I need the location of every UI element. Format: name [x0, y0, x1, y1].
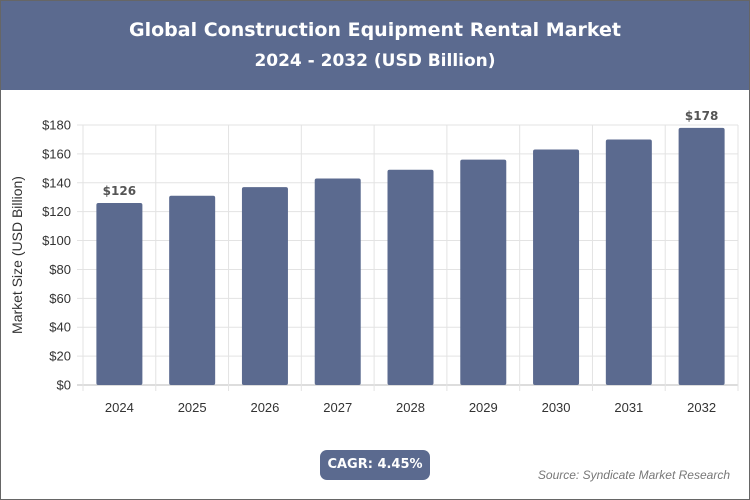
bar-2032: [678, 127, 725, 385]
bar-2025: [169, 195, 216, 385]
x-tick-label: 2025: [178, 400, 207, 415]
y-tick-label: $120: [42, 204, 71, 219]
y-tick-label: $0: [57, 378, 71, 393]
cagr-badge: CAGR: 4.45%: [320, 450, 430, 480]
y-tick-label: $160: [42, 146, 71, 161]
data-label: $178: [685, 109, 718, 123]
y-tick-label: $100: [42, 233, 71, 248]
bar-2027: [314, 178, 361, 385]
bar-2031: [605, 139, 652, 385]
y-tick-label: $180: [42, 118, 71, 133]
x-tick-label: 2028: [396, 400, 425, 415]
chart-title: Global Construction Equipment Rental Mar…: [129, 19, 621, 41]
y-tick-label: $20: [49, 349, 71, 364]
x-tick-label: 2029: [469, 400, 498, 415]
x-tick-label: 2030: [542, 400, 571, 415]
bar-2024: [96, 203, 143, 385]
x-tick-label: 2026: [250, 400, 279, 415]
chart-header: Global Construction Equipment Rental Mar…: [1, 1, 749, 90]
y-tick-label: $80: [49, 262, 71, 277]
bar-2028: [387, 169, 434, 385]
x-tick-label: 2024: [105, 400, 134, 415]
y-tick-label: $60: [49, 291, 71, 306]
bar-2026: [241, 187, 288, 385]
chart-subtitle: 2024 - 2032 (USD Billion): [254, 51, 496, 71]
data-label: $126: [103, 184, 136, 198]
y-tick-label: $140: [42, 175, 71, 190]
bar-2030: [533, 149, 580, 385]
y-axis-label: Market Size (USD Billion): [9, 176, 25, 334]
x-tick-label: 2027: [323, 400, 352, 415]
x-tick-label: 2032: [687, 400, 716, 415]
bar-2029: [460, 159, 507, 385]
y-tick-label: $40: [49, 320, 71, 335]
x-tick-label: 2031: [614, 400, 643, 415]
source-note: Source: Syndicate Market Research: [537, 468, 730, 482]
